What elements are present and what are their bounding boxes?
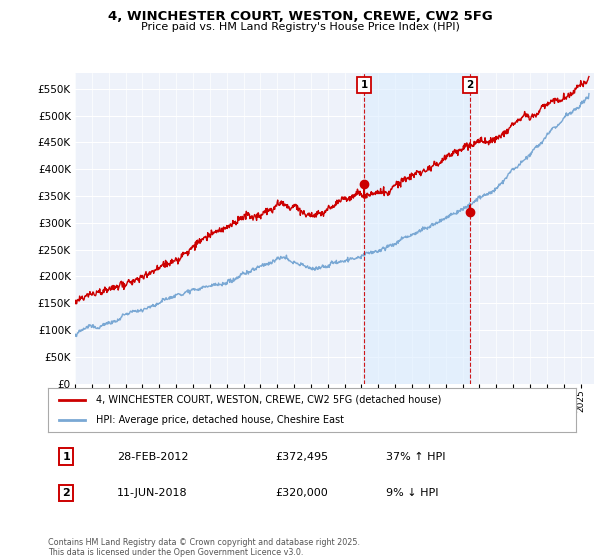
Text: 2: 2 (466, 80, 473, 90)
Text: 1: 1 (62, 451, 70, 461)
Text: £372,495: £372,495 (275, 451, 328, 461)
Text: 9% ↓ HPI: 9% ↓ HPI (386, 488, 439, 498)
Text: 2: 2 (62, 488, 70, 498)
Text: 28-FEB-2012: 28-FEB-2012 (116, 451, 188, 461)
Text: 37% ↑ HPI: 37% ↑ HPI (386, 451, 445, 461)
Text: 4, WINCHESTER COURT, WESTON, CREWE, CW2 5FG: 4, WINCHESTER COURT, WESTON, CREWE, CW2 … (107, 10, 493, 23)
Text: Contains HM Land Registry data © Crown copyright and database right 2025.
This d: Contains HM Land Registry data © Crown c… (48, 538, 360, 557)
Text: 4, WINCHESTER COURT, WESTON, CREWE, CW2 5FG (detached house): 4, WINCHESTER COURT, WESTON, CREWE, CW2 … (95, 395, 441, 405)
Text: 11-JUN-2018: 11-JUN-2018 (116, 488, 187, 498)
Text: Price paid vs. HM Land Registry's House Price Index (HPI): Price paid vs. HM Land Registry's House … (140, 22, 460, 32)
Text: 1: 1 (361, 80, 368, 90)
Text: HPI: Average price, detached house, Cheshire East: HPI: Average price, detached house, Ches… (95, 415, 344, 425)
Text: £320,000: £320,000 (275, 488, 328, 498)
Bar (364, 73, 470, 384)
